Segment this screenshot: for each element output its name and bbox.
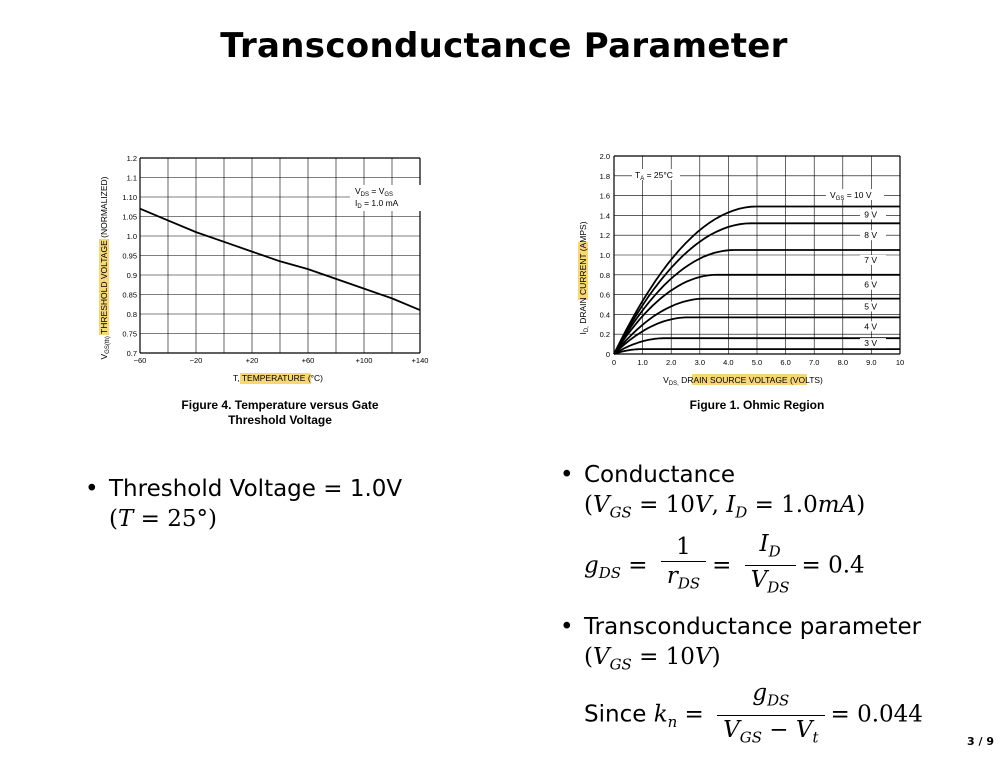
curve-label-bg — [859, 301, 886, 312]
svg-text:TA = 25°C: TA = 25°C — [635, 170, 673, 182]
left-y-axis-label: VGS(th) THRESHOLD VOLTAGE (NORMALIZED) — [99, 176, 111, 360]
curve-label: 4 V — [864, 321, 877, 331]
right-bullet-list: Conductance (VGS = 10V, ID = 1.0mA) gDS … — [560, 460, 990, 762]
left-x-axis-label: T, TEMPERATURE (°C) — [233, 373, 323, 384]
y-tick-label: 0.85 — [122, 291, 137, 300]
curve-label-bg — [859, 230, 886, 241]
x-tick-label: 3.0 — [695, 358, 705, 367]
page-number: 3 / 9 — [967, 735, 994, 748]
conductance-formula: gDS = 1 rDS = ID VDS = 0.4 — [584, 530, 865, 597]
y-tick-label: 2.0 — [600, 152, 610, 161]
x-tick-label: 5.0 — [752, 358, 762, 367]
right-x-axis-label: VDS, DRAIN SOURCE VOLTAGE (VOLTS) — [663, 374, 823, 387]
y-tick-label: 0.7 — [127, 349, 137, 358]
svg-text:ID, DRAIN CURRENT (AMPS): ID, DRAIN CURRENT (AMPS) — [578, 221, 590, 334]
svg-text:ID = 1.0 mA: ID = 1.0 mA — [355, 198, 399, 210]
x-tick-label: 1.0 — [637, 358, 647, 367]
y-tick-label: 1.1 — [127, 174, 137, 183]
kn-formula: Since kn = gDS VGS − Vt = 0.044 — [584, 680, 923, 747]
x-tick-label: 9.0 — [866, 358, 876, 367]
y-tick-label: 0 — [606, 350, 610, 359]
curve-label-bg — [859, 279, 886, 290]
svg-text:VDS, DRAIN SOURCE VOLTAGE (VOL: VDS, DRAIN SOURCE VOLTAGE (VOLTS) — [663, 375, 823, 387]
left-bullet-list: Threshold Voltage = 1.0V (T = 25°) — [85, 474, 485, 544]
drain-current-curve — [613, 297, 900, 355]
conductance-condition: (VGS = 10V, ID = 1.0mA) — [584, 492, 866, 522]
y-tick-label: 0.2 — [600, 330, 610, 339]
x-tick-label: 2.0 — [666, 358, 676, 367]
x-tick-label: 6.0 — [780, 358, 790, 367]
left-figure-caption: Figure 4. Temperature versus Gate Thresh… — [181, 398, 379, 427]
curve-label: 8 V — [864, 230, 877, 240]
x-tick-label: −60 — [134, 356, 147, 365]
y-tick-label: 0.75 — [122, 330, 137, 339]
drain-current-curve — [613, 222, 900, 355]
curve-label-bg — [859, 209, 886, 220]
right-figure-caption: Figure 1. Ohmic Region — [689, 398, 825, 412]
y-tick-label: 1.4 — [600, 211, 610, 220]
curve-label: 3 V — [864, 338, 877, 348]
y-tick-label: 1.10 — [122, 193, 137, 202]
right-y-axis-label: ID, DRAIN CURRENT (AMPS) — [578, 221, 590, 335]
y-tick-label: 0.4 — [600, 310, 610, 319]
svg-text:VDS = VGS: VDS = VGS — [355, 186, 393, 198]
x-tick-label: +100 — [356, 356, 373, 365]
temperature-annotation: TA = 25°C — [632, 169, 680, 182]
curve-label: 7 V — [864, 255, 877, 265]
drain-current-curve — [613, 337, 900, 355]
bullet-threshold-voltage: Threshold Voltage = 1.0V (T = 25°) — [85, 474, 485, 534]
curve-label: 5 V — [864, 301, 877, 311]
vgs-top-label: VGS = 10 V — [826, 189, 884, 202]
bullet-transconductance: Transconductance parameter (VGS = 10V) S… — [560, 612, 990, 752]
y-tick-label: 0.9 — [127, 271, 137, 280]
threshold-voltage-chart: 0.7 0.75 0.8 0.85 0.9 0.95 1.0 1.05 1.10 1.1 1.2 −… — [99, 154, 429, 384]
y-tick-label: 0.8 — [600, 271, 610, 280]
drain-current-curve — [613, 205, 900, 355]
svg-text:T, TEMPERATURE (°C): T, TEMPERATURE (°C) — [233, 373, 323, 383]
svg-text:VGS = 10 V: VGS = 10 V — [830, 190, 872, 202]
x-tick-label: 4.0 — [723, 358, 733, 367]
y-tick-label: 1.05 — [122, 213, 137, 222]
slide-title: Transconductance Parameter — [220, 26, 788, 66]
y-tick-label: 0.6 — [600, 291, 610, 300]
x-tick-label: 10 — [896, 358, 904, 367]
y-tick-label: 1.8 — [600, 172, 610, 181]
curve-label-bg — [859, 321, 886, 332]
drain-current-curve — [613, 249, 900, 355]
x-tick-label: +60 — [302, 356, 315, 365]
x-tick-label: 0 — [612, 358, 616, 367]
drain-current-curve — [613, 348, 900, 355]
svg-text:VGS(th) THRESHOLD VOLTAGE (NOR: VGS(th) THRESHOLD VOLTAGE (NORMALIZED) — [99, 176, 111, 359]
y-tick-label: 0.8 — [127, 310, 137, 319]
y-tick-label: 1.2 — [127, 154, 137, 163]
drain-current-curve — [613, 316, 900, 355]
curve-label-bg — [859, 338, 886, 349]
x-tick-label: −20 — [190, 356, 203, 365]
y-tick-label: 1.2 — [600, 231, 610, 240]
y-tick-label: 1.0 — [600, 251, 610, 260]
y-tick-label: 1.6 — [600, 192, 610, 201]
bullet-conductance: Conductance (VGS = 10V, ID = 1.0mA) gDS … — [560, 460, 990, 602]
x-tick-label: +20 — [246, 356, 259, 365]
chart-annotation: VDS = VGS ID = 1.0 mA — [350, 185, 422, 211]
curve-label-bg — [859, 254, 886, 265]
y-tick-label: 1.0 — [127, 232, 137, 241]
x-tick-label: +140 — [412, 356, 429, 365]
x-tick-label: 7.0 — [809, 358, 819, 367]
ohmic-region-chart: 0 0.2 0.4 0.6 0.8 1.0 1.2 1.4 1.6 1.8 2.0 0 1.0 2.0 3… — [578, 152, 904, 387]
drain-current-curve — [613, 273, 900, 355]
curve-label: 6 V — [864, 280, 877, 290]
threshold-voltage-curve — [139, 207, 421, 311]
x-tick-label: 8.0 — [838, 358, 848, 367]
curve-label: 9 V — [864, 209, 877, 219]
y-tick-label: 0.95 — [122, 252, 137, 261]
